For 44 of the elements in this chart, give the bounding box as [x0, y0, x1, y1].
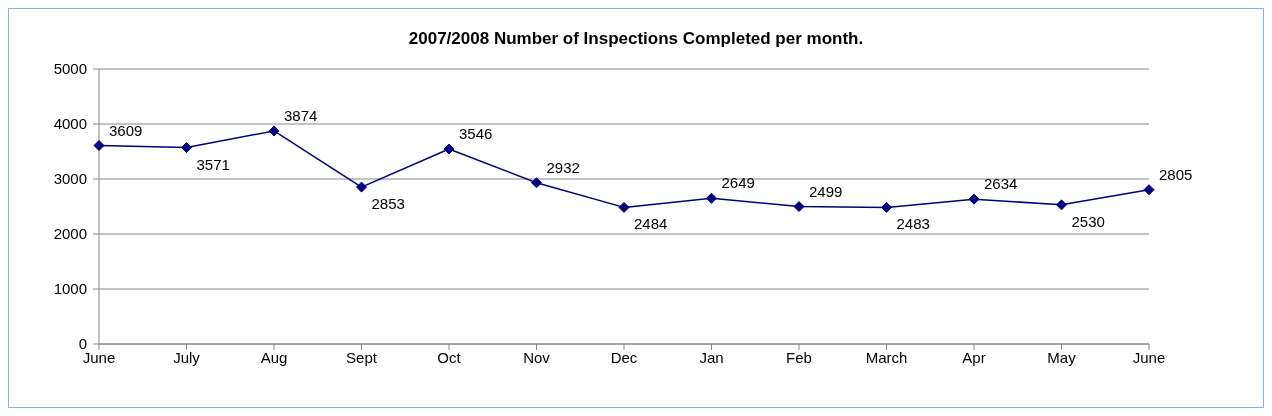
- point: [1143, 184, 1155, 196]
- point: [181, 142, 192, 154]
- point: [1056, 199, 1067, 211]
- point: [793, 201, 805, 213]
- point: [531, 177, 542, 189]
- data-label: 2932: [546, 158, 580, 176]
- data-label: 2530: [1071, 212, 1105, 230]
- x-tick-label: July: [173, 348, 201, 366]
- x-tick-label: Jan: [699, 348, 724, 366]
- data-label: 2805: [1159, 165, 1193, 183]
- point: [356, 181, 367, 193]
- x-tick-label: May: [1047, 348, 1077, 366]
- data-label: 2483: [896, 215, 930, 233]
- x-tick-label: June: [1132, 348, 1166, 366]
- y-tick-label: 5000: [53, 60, 87, 78]
- data-label: 3571: [196, 155, 230, 173]
- data-label: 2649: [721, 174, 755, 192]
- y-tick-label: 3000: [53, 170, 87, 188]
- x-tick-label: Oct: [437, 348, 462, 366]
- point: [706, 192, 717, 204]
- data-label: 2634: [984, 175, 1018, 193]
- x-tick-label: Feb: [786, 348, 812, 366]
- data-label: 3609: [109, 121, 143, 139]
- data-label: 3546: [459, 124, 493, 142]
- data-label: 3874: [284, 106, 318, 124]
- data-label: 2853: [371, 195, 405, 213]
- y-tick-label: 1000: [53, 280, 87, 298]
- x-tick-label: Dec: [610, 348, 638, 366]
- x-tick-label: Apr: [962, 348, 986, 366]
- data-label: 2484: [634, 215, 668, 233]
- point: [881, 201, 892, 213]
- y-tick-label: 4000: [53, 115, 87, 133]
- x-tick-label: March: [865, 348, 908, 366]
- chart-title: 2007/2008 Number of Inspections Completed per month.: [407, 29, 865, 49]
- point: [268, 125, 280, 137]
- point: [618, 201, 630, 213]
- x-tick-label: Aug: [260, 348, 288, 366]
- point: [93, 140, 105, 152]
- point: [443, 143, 455, 155]
- x-tick-label: Nov: [523, 348, 551, 366]
- y-tick-label: 2000: [53, 225, 87, 243]
- point: [968, 193, 980, 205]
- x-tick-label: Sept: [346, 348, 378, 366]
- data-label: 2499: [809, 182, 843, 200]
